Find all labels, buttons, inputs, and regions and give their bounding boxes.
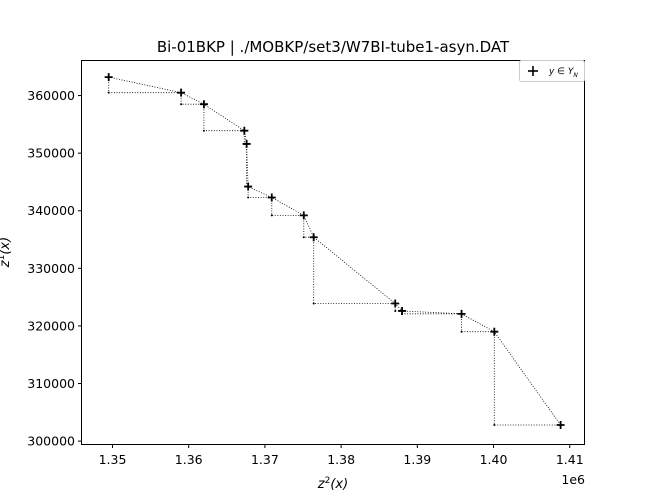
data-point-plus [242,139,251,148]
legend-marker-plus-icon [528,66,538,76]
x-tick-label: 1.38 [327,452,355,467]
y-axis: 300000 310000 320000 330000 340000 350000 3600… [27,88,82,449]
data-point-plus [299,211,308,220]
step-corner-dot [270,214,273,217]
data-point-plus [267,193,276,202]
data-point-plus [309,233,318,242]
x-axis-label: z2(x) [317,476,348,492]
step-corner-dot [107,91,110,94]
data-points [104,73,565,429]
legend: y ∈ YN [519,60,585,82]
x-tick-label: 1.40 [480,452,508,467]
y-axis-label: z1(x) [0,237,13,268]
y-tick-label: 300000 [27,434,75,449]
data-point-plus [398,306,407,315]
y-tick-label: 360000 [27,88,75,103]
data-point-plus [490,327,499,336]
step-corner-dot [460,330,463,333]
data-point-plus [104,73,113,82]
plot-area [81,60,585,445]
x-tick-label: 1.35 [99,452,127,467]
step-line [108,77,561,426]
chart-title: Bi-01BKP | ./MOBKP/set3/W7BI-tube1-asyn.… [157,38,510,56]
x-offset-label: 1e6 [561,472,585,487]
frontier-line [108,76,561,426]
data-point-plus [391,299,400,308]
x-tick-label: 1.37 [251,452,279,467]
data-point-plus [199,100,208,109]
step-corner-dot [493,423,496,426]
y-tick-label: 340000 [27,203,75,218]
y-tick-label: 320000 [27,318,75,333]
legend-box [519,60,585,82]
data-point-plus [556,420,565,429]
legend-label: y ∈ YN [548,67,578,79]
x-tick-label: 1.41 [556,452,584,467]
y-tick-label: 330000 [27,261,75,276]
x-tick-label: 1.36 [175,452,203,467]
step-corner-dot [302,236,305,239]
x-tick-label: 1.39 [403,452,431,467]
step-corner-dot [180,103,183,106]
data-point-plus [457,309,466,318]
data-point-plus [244,182,253,191]
step-corner-dot [394,309,397,312]
data-point-plus [177,88,186,97]
y-tick-label: 350000 [27,146,75,161]
step-lines [107,76,561,426]
step-corner-dot [312,302,315,305]
data-point-plus [240,126,249,135]
x-axis: 1.35 1.36 1.37 1.38 1.39 1.40 1.41 [99,444,584,467]
y-tick-label: 310000 [27,376,75,391]
